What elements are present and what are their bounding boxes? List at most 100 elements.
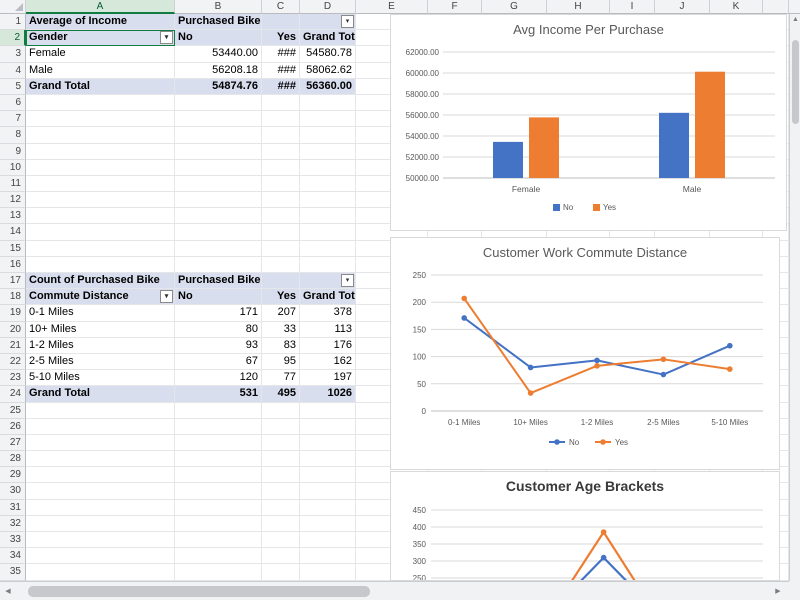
row-header-33[interactable]: 33 — [0, 532, 26, 549]
filter-dropdown-icon[interactable]: ▾ — [341, 274, 354, 287]
cell-B17[interactable]: Purchased Bike — [175, 273, 262, 290]
row-header-18[interactable]: 18 — [0, 289, 26, 306]
cell-A34[interactable] — [26, 548, 175, 565]
cell-C9[interactable] — [262, 143, 300, 160]
cell-A32[interactable] — [26, 515, 175, 532]
cell-D24[interactable]: 1026 — [300, 386, 356, 403]
row-header-25[interactable]: 25 — [0, 402, 26, 419]
cell-C32[interactable] — [262, 515, 300, 532]
cell-D34[interactable] — [300, 548, 356, 565]
cell-B33[interactable] — [175, 532, 262, 549]
cell-A12[interactable] — [26, 192, 175, 209]
cell-B18[interactable]: No — [175, 289, 262, 306]
cell-B7[interactable] — [175, 111, 262, 128]
cell-C7[interactable] — [262, 111, 300, 128]
cell-D27[interactable] — [300, 434, 356, 452]
row-header-8[interactable]: 8 — [0, 127, 26, 144]
cell-B29[interactable] — [175, 467, 262, 484]
cell-B10[interactable] — [175, 159, 262, 176]
row-header-29[interactable]: 29 — [0, 467, 26, 484]
cell-C22[interactable]: 95 — [262, 353, 300, 371]
cell-B13[interactable] — [175, 208, 262, 225]
cell-C29[interactable] — [262, 467, 300, 484]
cell-D12[interactable] — [300, 192, 356, 209]
cell-A5[interactable]: Grand Total — [26, 78, 175, 95]
cell-A9[interactable] — [26, 143, 175, 160]
cell-C14[interactable] — [262, 224, 300, 241]
cell-C11[interactable] — [262, 175, 300, 193]
cell-A30[interactable] — [26, 483, 175, 500]
col-header-I[interactable]: I — [610, 0, 655, 14]
col-header-J[interactable]: J — [655, 0, 710, 14]
cell-A18[interactable]: Commute Distance ▾ — [26, 289, 175, 306]
cell-C19[interactable]: 207 — [262, 305, 300, 322]
cell-A17[interactable]: Count of Purchased Bike — [26, 273, 175, 290]
cell-D30[interactable] — [300, 483, 356, 500]
cell-C28[interactable] — [262, 451, 300, 468]
row-header-10[interactable]: 10 — [0, 159, 26, 176]
cell-A1[interactable]: Average of Income — [26, 14, 175, 31]
cell-D29[interactable] — [300, 467, 356, 484]
cell-A27[interactable] — [26, 434, 175, 452]
cell-A8[interactable] — [26, 127, 175, 144]
cell-A11[interactable] — [26, 175, 175, 193]
vertical-scrollbar[interactable]: ▲ — [789, 14, 800, 581]
cell-A21[interactable]: 1-2 Miles — [26, 337, 175, 354]
cell-D25[interactable] — [300, 402, 356, 419]
cell-D16[interactable] — [300, 256, 356, 273]
cell-D21[interactable]: 176 — [300, 337, 356, 354]
horizontal-scrollbar[interactable]: ◀ ▶ — [0, 581, 789, 600]
cell-D13[interactable] — [300, 208, 356, 225]
cell-D3[interactable]: 54580.78 — [300, 46, 356, 63]
row-header-24[interactable]: 24 — [0, 386, 26, 403]
row-header-28[interactable]: 28 — [0, 451, 26, 468]
scroll-right-arrow[interactable]: ▶ — [775, 588, 781, 595]
cell-B25[interactable] — [175, 402, 262, 419]
cell-D32[interactable] — [300, 515, 356, 532]
cell-A20[interactable]: 10+ Miles — [26, 321, 175, 338]
cell-D18[interactable]: Grand Total — [300, 289, 356, 306]
cell-A3[interactable]: Female — [26, 46, 175, 63]
row-header-1[interactable]: 1 — [0, 14, 26, 31]
cell-D2[interactable]: Grand Total — [300, 30, 356, 47]
cell-C25[interactable] — [262, 402, 300, 419]
cell-D15[interactable] — [300, 240, 356, 257]
cell-D1[interactable]: ▾ — [300, 14, 356, 31]
cell-D10[interactable] — [300, 159, 356, 176]
row-header-11[interactable]: 11 — [0, 175, 26, 193]
cell-B5[interactable]: 54874.76 — [175, 78, 262, 95]
filter-dropdown-icon[interactable]: ▾ — [160, 31, 173, 45]
cell-C35[interactable] — [262, 564, 300, 581]
cell-D9[interactable] — [300, 143, 356, 160]
row-header-12[interactable]: 12 — [0, 192, 26, 209]
row-header-19[interactable]: 19 — [0, 305, 26, 322]
cell-C23[interactable]: 77 — [262, 370, 300, 387]
row-header-30[interactable]: 30 — [0, 483, 26, 500]
chart-avg-income-per-purchase[interactable]: Avg Income Per Purchase 50000.00 52000.00… — [390, 14, 787, 231]
chart-age-brackets[interactable]: Customer Age Brackets 450 400 350 300 250 — [390, 471, 780, 581]
cell-A13[interactable] — [26, 208, 175, 225]
chart-commute-distance[interactable]: Customer Work Commute Distance 0 50 100 150… — [390, 237, 780, 470]
row-header-6[interactable]: 6 — [0, 94, 26, 112]
cell-D6[interactable] — [300, 94, 356, 112]
cell-C13[interactable] — [262, 208, 300, 225]
cell-B8[interactable] — [175, 127, 262, 144]
cell-A6[interactable] — [26, 94, 175, 112]
scroll-left-arrow[interactable]: ◀ — [5, 588, 11, 595]
cell-A10[interactable] — [26, 159, 175, 176]
cell-B15[interactable] — [175, 240, 262, 257]
cell-D7[interactable] — [300, 111, 356, 128]
row-header-5[interactable]: 5 — [0, 78, 26, 95]
cell-C10[interactable] — [262, 159, 300, 176]
cell-B20[interactable]: 80 — [175, 321, 262, 338]
cell-B9[interactable] — [175, 143, 262, 160]
cell-D23[interactable]: 197 — [300, 370, 356, 387]
col-header-A[interactable]: A — [26, 0, 175, 14]
cell-B14[interactable] — [175, 224, 262, 241]
cell-A31[interactable] — [26, 499, 175, 516]
cell-C16[interactable] — [262, 256, 300, 273]
cell-B30[interactable] — [175, 483, 262, 500]
cell-D26[interactable] — [300, 418, 356, 435]
col-header-E[interactable]: E — [356, 0, 428, 14]
cell-A16[interactable] — [26, 256, 175, 273]
